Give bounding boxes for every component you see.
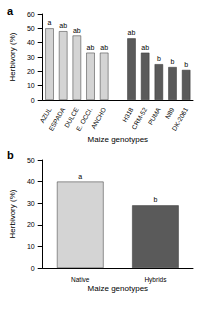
- svg-text:ab: ab: [59, 22, 67, 29]
- svg-text:b: b: [184, 61, 188, 68]
- svg-text:10: 10: [27, 243, 35, 250]
- svg-text:AZUL: AZUL: [38, 106, 53, 125]
- svg-text:ab: ab: [100, 44, 108, 51]
- svg-text:0: 0: [31, 97, 35, 104]
- svg-text:10: 10: [27, 82, 35, 89]
- svg-text:ANCHO: ANCHO: [89, 106, 107, 130]
- svg-text:b: b: [171, 58, 175, 65]
- svg-text:30: 30: [27, 200, 35, 207]
- svg-text:CRM-52: CRM-52: [130, 106, 148, 131]
- svg-text:a: a: [48, 19, 52, 26]
- svg-text:DULCE: DULCE: [62, 106, 80, 129]
- svg-text:a: a: [78, 173, 82, 180]
- svg-text:60: 60: [27, 11, 35, 18]
- svg-text:0: 0: [31, 265, 35, 272]
- svg-text:Maize genotypes: Maize genotypes: [88, 284, 148, 293]
- svg-text:b: b: [157, 55, 161, 62]
- svg-text:ESPADA: ESPADA: [47, 106, 66, 132]
- svg-text:DK-2061: DK-2061: [170, 106, 189, 132]
- svg-text:30: 30: [27, 54, 35, 61]
- svg-text:H318: H318: [121, 106, 135, 123]
- svg-text:40: 40: [27, 178, 35, 185]
- svg-text:E. OCCI.: E. OCCI.: [74, 106, 94, 133]
- svg-text:50: 50: [27, 157, 35, 164]
- svg-text:ab: ab: [128, 29, 136, 36]
- svg-text:b: b: [153, 196, 157, 203]
- svg-text:Herbivory (%): Herbivory (%): [8, 189, 17, 238]
- svg-text:Maize genotypes: Maize genotypes: [88, 135, 148, 144]
- svg-text:Native: Native: [71, 276, 90, 283]
- svg-text:a: a: [7, 5, 14, 17]
- svg-text:PUMA: PUMA: [146, 106, 162, 126]
- svg-text:N89: N89: [164, 106, 176, 120]
- svg-text:b: b: [7, 149, 14, 161]
- svg-text:50: 50: [27, 25, 35, 32]
- svg-text:Hybrids: Hybrids: [144, 276, 167, 284]
- svg-text:20: 20: [27, 68, 35, 75]
- svg-text:20: 20: [27, 221, 35, 228]
- svg-text:ab: ab: [87, 44, 95, 51]
- svg-text:Herbivory (%): Herbivory (%): [8, 32, 17, 81]
- svg-text:ab: ab: [73, 27, 81, 34]
- svg-text:40: 40: [27, 39, 35, 46]
- svg-text:ab: ab: [141, 44, 149, 51]
